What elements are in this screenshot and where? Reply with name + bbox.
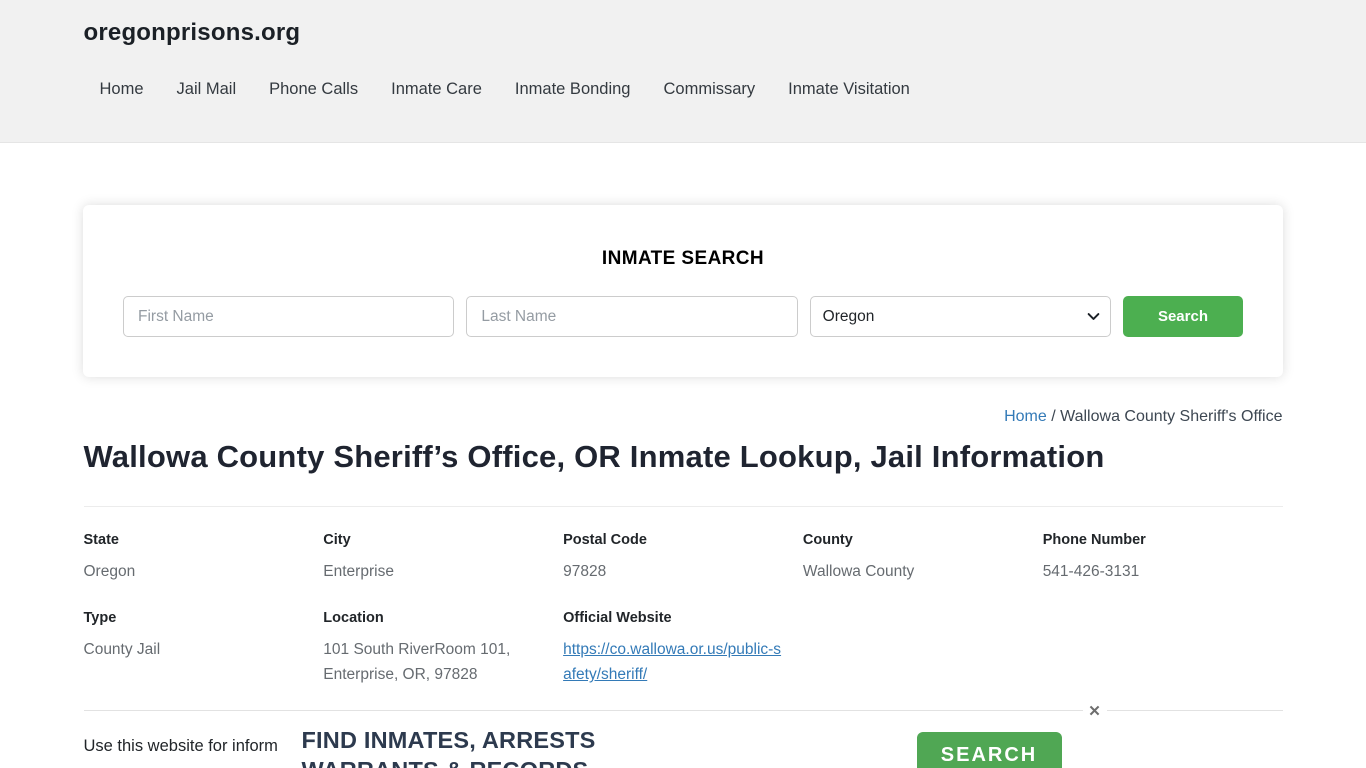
- bottom-section: Use this website for inform FIND INMATES…: [83, 701, 1366, 768]
- info-value: 97828: [563, 563, 607, 580]
- main-nav: Home Jail Mail Phone Calls Inmate Care I…: [84, 80, 1283, 99]
- bottom-paragraph: Use this website for inform: [83, 737, 278, 756]
- nav-item-jail-mail[interactable]: Jail Mail: [176, 80, 237, 98]
- nav-item-commissary[interactable]: Commissary: [663, 80, 756, 98]
- info-value: Wallowa County: [802, 563, 915, 580]
- search-button[interactable]: Search: [1122, 296, 1243, 337]
- info-value: 101 South RiverRoom 101, Enterprise, OR,…: [323, 641, 511, 684]
- nav-item-home[interactable]: Home: [99, 80, 144, 98]
- ad-headline: FIND INMATES, ARRESTS WARRANTS & RECORDS: [302, 725, 1366, 768]
- info-cell-type: Type County Jail: [84, 610, 324, 687]
- info-cell-county: County Wallowa County: [803, 532, 1043, 584]
- info-label: Postal Code: [563, 532, 647, 548]
- info-label: City: [323, 532, 351, 548]
- state-select[interactable]: Oregon: [809, 296, 1111, 337]
- breadcrumb-current: Wallowa County Sheriff's Office: [1060, 408, 1283, 425]
- info-label: Type: [83, 610, 117, 627]
- first-name-input[interactable]: [123, 296, 455, 337]
- breadcrumb-separator: /: [1051, 408, 1061, 425]
- close-icon[interactable]: ✕: [1082, 701, 1107, 724]
- ad-headline-line1: FIND INMATES, ARRESTS: [301, 727, 596, 754]
- ad-banner: FIND INMATES, ARRESTS WARRANTS & RECORDS…: [283, 719, 1366, 768]
- nav-item-inmate-care[interactable]: Inmate Care: [391, 80, 482, 98]
- site-logo[interactable]: oregonprisons.org: [83, 19, 301, 46]
- info-cell-official-website: Official Website https://co.wallowa.or.u…: [563, 610, 803, 687]
- nav-item-inmate-bonding[interactable]: Inmate Bonding: [514, 80, 631, 98]
- info-cell-city: City Enterprise: [323, 532, 563, 584]
- info-value: https://co.wallowa.or.us/public-safety/s…: [563, 637, 789, 687]
- inmate-search-form: Oregon Search: [123, 296, 1243, 337]
- page-title: Wallowa County Sheriff’s Office, OR Inma…: [83, 439, 1105, 474]
- info-label: County: [802, 532, 853, 548]
- info-value: 541-426-3131: [1042, 563, 1140, 580]
- info-cell-state: State Oregon: [84, 532, 324, 584]
- breadcrumb-home-link[interactable]: Home: [1004, 408, 1047, 425]
- nav-item-phone-calls[interactable]: Phone Calls: [269, 80, 359, 98]
- inmate-search-title: INMATE SEARCH: [601, 248, 765, 269]
- info-label: Phone Number: [1042, 532, 1146, 548]
- info-label: Location: [323, 610, 384, 627]
- ad-search-button[interactable]: SEARCH: [916, 732, 1062, 768]
- info-value: Oregon: [83, 563, 136, 580]
- info-cell-phone-number: Phone Number 541-426-3131: [1043, 532, 1283, 584]
- ad-headline-line2: WARRANTS & RECORDS: [302, 755, 1366, 768]
- info-value: County Jail: [83, 641, 161, 659]
- info-value: Enterprise: [323, 563, 394, 580]
- state-select-wrap: Oregon: [809, 296, 1111, 337]
- nav-item-inmate-visitation[interactable]: Inmate Visitation: [788, 80, 910, 98]
- last-name-input[interactable]: [466, 296, 798, 337]
- info-label: Official Website: [563, 610, 672, 627]
- info-cell-postal-code: Postal Code 97828: [563, 532, 803, 584]
- info-label: State: [83, 532, 119, 548]
- jail-info-grid: State Oregon City Enterprise Postal Code…: [83, 506, 1283, 687]
- official-website-link[interactable]: https://co.wallowa.or.us/public-safety/s…: [563, 641, 782, 684]
- info-cell-location: Location 101 South RiverRoom 101, Enterp…: [323, 610, 563, 687]
- inmate-search-panel: INMATE SEARCH Oregon Search: [83, 205, 1283, 377]
- site-header: oregonprisons.org Home Jail Mail Phone C…: [0, 0, 1366, 143]
- breadcrumb: Home / Wallowa County Sheriff's Office: [84, 408, 1283, 426]
